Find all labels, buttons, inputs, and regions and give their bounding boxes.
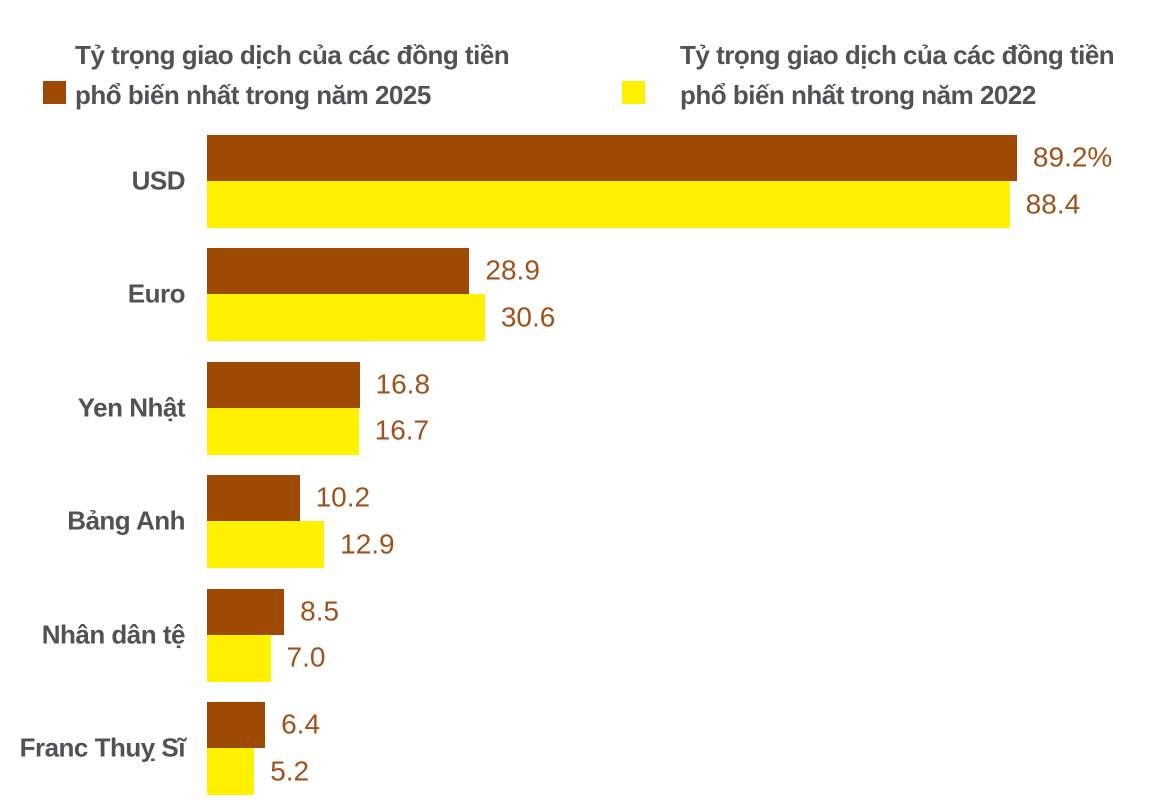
bar-2022-row6 (207, 748, 255, 795)
value-label-2025-row3: 16.8 (375, 368, 431, 400)
bar-2022-row4 (207, 521, 325, 569)
bar-2025-row3 (207, 361, 360, 408)
legend-swatch-2022-icon (622, 81, 645, 104)
bar-2022-row1 (207, 181, 1010, 228)
value-label-2022-row5: 7.0 (286, 641, 326, 673)
value-label-2022-row1: 88.4 (1025, 187, 1081, 219)
legend-label-2025: Tỷ trọng giao dịch của các đồng tiền phổ… (75, 35, 510, 115)
category-label-2: Euro (127, 278, 186, 309)
bar-2022-row5 (207, 634, 271, 682)
legend-2022-line1: Tỷ trọng giao dịch của các đồng tiền (680, 40, 1115, 70)
bar-2025-row2 (207, 248, 470, 295)
bar-2022-row2 (207, 294, 485, 342)
value-label-2022-row2: 30.6 (500, 301, 556, 333)
bar-2025-row6 (207, 702, 266, 748)
legend-2025-line1: Tỷ trọng giao dịch của các đồng tiền (75, 40, 510, 70)
category-label-4: Bảng Anh (67, 505, 185, 536)
value-label-2022-row4: 12.9 (340, 528, 395, 560)
legend-2025-line2: phổ biến nhất trong năm 2025 (75, 80, 431, 110)
value-label-2022-row3: 16.7 (374, 414, 430, 446)
bar-2025-row4 (207, 475, 300, 522)
category-label-3: Yen Nhật (77, 392, 186, 423)
category-label-6: Franc Thuỵ Sĩ (19, 732, 186, 763)
category-label-5: Nhân dân tệ (41, 619, 186, 650)
value-label-2022-row6: 5.2 (270, 754, 310, 786)
legend-label-2022: Tỷ trọng giao dịch của các đồng tiền phổ… (680, 35, 1115, 115)
bar-2022-row3 (207, 407, 359, 455)
value-label-2025-row4: 10.2 (315, 481, 371, 513)
value-label-2025-row5: 8.5 (300, 594, 340, 626)
legend-2022-line2: phổ biến nhất trong năm 2022 (680, 80, 1036, 110)
bar-2025-row1 (207, 135, 1017, 181)
value-label-2025-row6: 6.4 (281, 708, 321, 740)
value-label-2025-row1: 89.2% (1032, 141, 1113, 173)
legend-swatch-2025-icon (43, 81, 66, 104)
bar-2025-row5 (207, 588, 285, 635)
value-label-2025-row2: 28.9 (485, 254, 540, 286)
category-label-1: USD (131, 165, 186, 196)
